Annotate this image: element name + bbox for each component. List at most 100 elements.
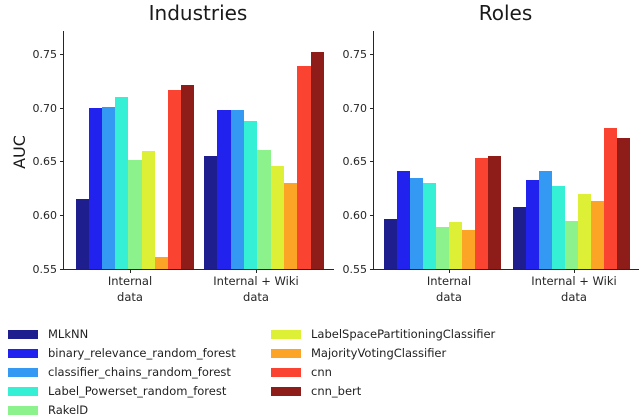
- bar-MajorityVotingClassifier: [591, 201, 604, 269]
- legend-label: classifier_chains_random_forest: [48, 365, 231, 379]
- bar-MajorityVotingClassifier: [462, 230, 475, 269]
- legend-item-RakelD: RakelD: [8, 401, 88, 419]
- industries-bar-group-internal-data: [76, 31, 194, 269]
- roles-bar-group-internal-data: [384, 31, 501, 269]
- bar-MajorityVotingClassifier: [154, 257, 168, 269]
- y-tick-mark: [60, 107, 64, 109]
- legend-swatch-icon: [8, 386, 38, 396]
- legend-label: Label_Powerset_random_forest: [48, 384, 227, 398]
- legend-label: cnn: [311, 365, 332, 379]
- bar-MLkNN: [204, 156, 218, 269]
- y-tick-label: 0.65: [342, 155, 368, 169]
- bar-RakelD: [565, 220, 578, 269]
- bar-Label_Powerset_random_forest: [243, 121, 258, 269]
- y-tick-label: 0.55: [342, 262, 368, 276]
- bar-Label_Powerset_random_forest: [552, 186, 565, 269]
- y-tick-mark: [370, 54, 374, 56]
- x-tick-mark: [449, 269, 450, 273]
- x-tick-label-internal-wiki-data: Internal + Wiki data: [213, 274, 299, 304]
- y-tick-mark: [370, 161, 374, 163]
- legend-swatch-icon: [8, 367, 38, 377]
- y-tick-label: 0.60: [342, 208, 368, 222]
- legend-item-cnn: cnn: [271, 363, 332, 381]
- bar-MajorityVotingClassifier: [283, 183, 298, 269]
- bar-cnn: [604, 127, 617, 269]
- bar-MLkNN: [513, 206, 526, 269]
- y-tick-label: 0.70: [342, 101, 368, 115]
- bar-MLkNN: [384, 218, 397, 269]
- y-tick-mark: [60, 214, 64, 216]
- legend-label: cnn_bert: [311, 384, 362, 398]
- roles-plot-area: Internal data Internal + Wiki data 0.55 0…: [343, 31, 639, 304]
- y-tick-mark: [60, 54, 64, 56]
- y-tick-label: 0.60: [32, 208, 58, 222]
- y-tick-mark: [370, 107, 374, 109]
- roles-bar-group-internal-wiki-data: [513, 31, 630, 269]
- legend-swatch-icon: [271, 329, 301, 339]
- y-tick-label: 0.55: [32, 262, 58, 276]
- bar-LabelSpacePartitioningClassifier: [141, 151, 155, 269]
- bar-LabelSpacePartitioningClassifier: [270, 166, 284, 269]
- legend-swatch-icon: [8, 329, 38, 339]
- legend-item-LabelSpacePartitioningClassifier: LabelSpacePartitioningClassifier: [271, 325, 495, 343]
- x-tick-mark: [256, 269, 257, 273]
- legend-item-MLkNN: MLkNN: [8, 325, 88, 343]
- industries-chart: Industries AUC Internal data Internal + …: [0, 0, 348, 312]
- y-tick-label: 0.70: [32, 101, 58, 115]
- y-tick-mark: [60, 268, 64, 270]
- bar-LabelSpacePartitioningClassifier: [449, 221, 462, 269]
- legend-label: binary_relevance_random_forest: [48, 346, 236, 360]
- legend-swatch-icon: [8, 405, 38, 415]
- x-tick-label-internal-wiki-data: Internal + Wiki data: [531, 274, 617, 304]
- x-tick-mark: [130, 269, 131, 273]
- bar-binary_relevance_random_forest: [397, 171, 410, 269]
- y-tick-label: 0.75: [342, 48, 368, 62]
- bar-cnn: [475, 157, 488, 269]
- industries-bar-group-internal-wiki-data: [204, 31, 324, 269]
- roles-chart: Roles Internal data Internal + Wiki data…: [330, 0, 640, 312]
- legend-label: RakelD: [48, 403, 89, 417]
- legend-label: LabelSpacePartitioningClassifier: [311, 327, 496, 341]
- legend-item-cnn_bert: cnn_bert: [271, 382, 361, 400]
- bar-cnn: [167, 89, 181, 269]
- bar-classifier_chains_random_forest: [539, 171, 552, 269]
- bar-cnn_bert: [488, 156, 501, 269]
- bar-Label_Powerset_random_forest: [115, 97, 129, 269]
- bar-binary_relevance_random_forest: [217, 110, 231, 269]
- legend-swatch-icon: [271, 367, 301, 377]
- bar-cnn_bert: [617, 138, 630, 269]
- x-tick-label-internal-data: Internal data: [107, 274, 153, 304]
- legend-item-binary_relevance_random_forest: binary_relevance_random_forest: [8, 344, 236, 362]
- y-tick-label: 0.65: [32, 155, 58, 169]
- industries-chart-title: Industries: [148, 1, 248, 25]
- bar-binary_relevance_random_forest: [89, 108, 103, 269]
- bar-RakelD: [128, 159, 142, 269]
- bar-Label_Powerset_random_forest: [423, 183, 436, 269]
- roles-chart-title: Roles: [478, 1, 533, 25]
- bar-RakelD: [436, 227, 449, 269]
- bar-cnn: [297, 66, 311, 269]
- x-tick-label-internal-data: Internal data: [426, 274, 472, 304]
- legend-swatch-icon: [271, 348, 301, 358]
- legend-item-Label_Powerset_random_forest: Label_Powerset_random_forest: [8, 382, 226, 400]
- industries-plot-area: Internal data Internal + Wiki data 0.55 0…: [33, 31, 334, 304]
- bar-classifier_chains_random_forest: [230, 110, 244, 269]
- legend-item-classifier_chains_random_forest: classifier_chains_random_forest: [8, 363, 231, 381]
- y-tick-label: 0.75: [32, 48, 58, 62]
- bar-binary_relevance_random_forest: [526, 180, 539, 269]
- legend-swatch-icon: [8, 348, 38, 358]
- bar-LabelSpacePartitioningClassifier: [578, 193, 591, 269]
- x-tick-mark: [574, 269, 575, 273]
- bar-cnn_bert: [180, 84, 194, 269]
- bar-classifier_chains_random_forest: [410, 177, 423, 269]
- legend-item-MajorityVotingClassifier: MajorityVotingClassifier: [271, 344, 446, 362]
- y-tick-mark: [60, 161, 64, 163]
- legend-swatch-icon: [271, 386, 301, 396]
- bar-RakelD: [257, 150, 271, 269]
- bar-MLkNN: [76, 199, 90, 269]
- y-tick-mark: [370, 214, 374, 216]
- legend-label: MLkNN: [48, 327, 89, 341]
- legend-label: MajorityVotingClassifier: [311, 346, 447, 360]
- y-tick-mark: [370, 268, 374, 270]
